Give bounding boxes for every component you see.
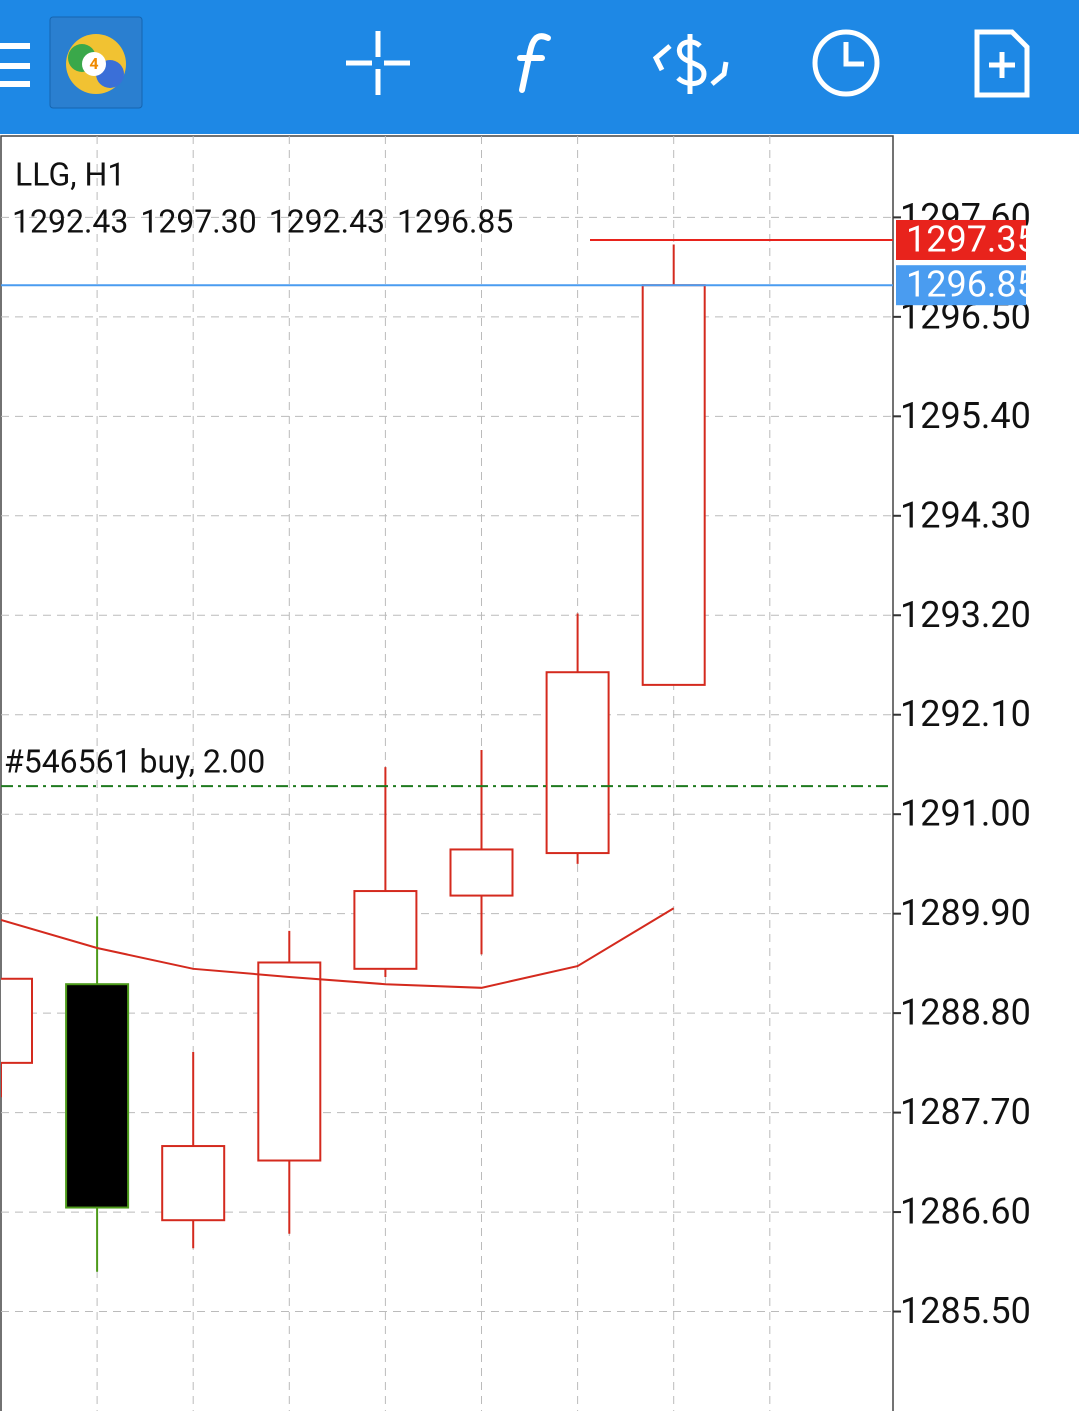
y-tick-label: 1295.40 [900,395,1031,437]
app-logo[interactable]: 4 [49,16,143,109]
candle-body [353,890,418,970]
y-tick-label: 1294.30 [900,494,1031,536]
bid-label: 1296.85 [906,264,1037,306]
y-tick-label: 1291.00 [900,793,1031,835]
crosshair-button[interactable] [346,31,410,95]
candle-body [161,1145,226,1222]
ask-tag [896,219,1026,260]
candle-body [1,977,33,1064]
logo-badge: 4 [89,54,98,73]
ohlc-value: 1292.43 [12,202,128,240]
ask-label: 1297.35 [906,219,1037,261]
candle-body [65,983,130,1209]
y-tick-label: 1289.90 [900,892,1031,934]
order-label: #546561 buy, 2.00 [4,743,265,781]
plot-frame [0,135,894,1415]
ohlc-value: 1296.85 [397,202,513,240]
trade-button[interactable] [652,34,729,94]
history-button[interactable] [812,29,880,97]
symbol-label: LLG, H1 [15,155,125,193]
y-tick-label: 1287.70 [900,1091,1031,1133]
new-order-button[interactable] [974,29,1030,98]
candle-body [641,284,706,686]
y-tick-label: 1288.80 [900,992,1031,1034]
bid-tag [896,265,1026,306]
plot [1,136,893,1411]
candle-body [257,961,322,1162]
ohlc-value: 1292.43 [269,202,385,240]
y-tick-label: 1286.60 [900,1191,1031,1233]
menu-button[interactable] [0,43,30,87]
toolbar [0,0,1079,134]
ohlc-value: 1297.30 [140,202,256,240]
indicators-button[interactable] [517,33,551,93]
y-tick-label: 1292.10 [900,693,1031,735]
y-tick-label: 1293.20 [900,594,1031,636]
y-tick-label: 1285.50 [900,1290,1031,1332]
candle-body [449,848,514,897]
ohlc-info: 1292.43 1297.30 1292.43 1296.85 [12,202,513,240]
moving-average [1,907,675,989]
candle-body [545,671,610,855]
